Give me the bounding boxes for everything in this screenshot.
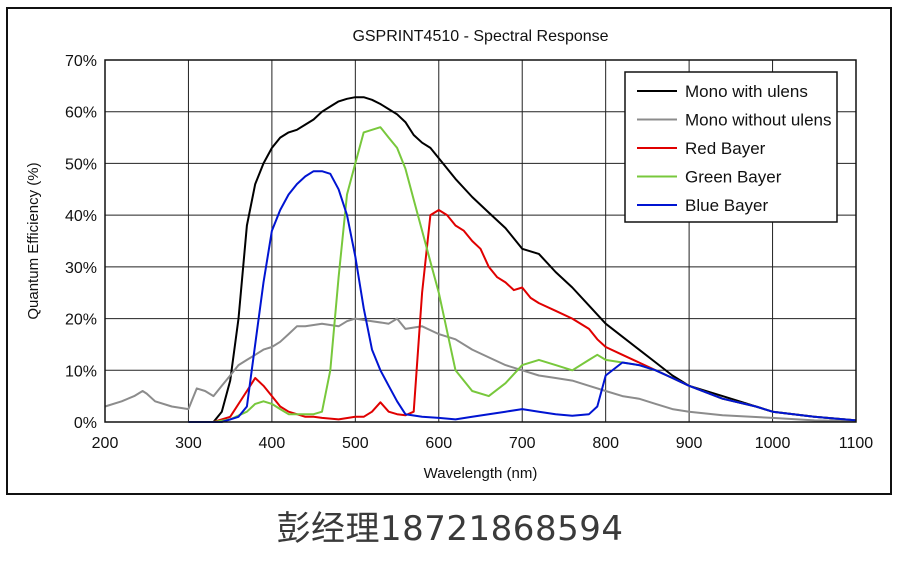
- x-tick-label: 300: [175, 435, 202, 452]
- legend-label-green-bayer: Green Bayer: [685, 168, 782, 187]
- y-tick-label: 60%: [65, 105, 97, 122]
- series-line-blue-bayer: [188, 170, 857, 423]
- series-line-red-bayer: [213, 209, 857, 423]
- y-tick-label: 10%: [65, 363, 97, 380]
- legend-label-mono-without-ulens: Mono without ulens: [685, 111, 831, 130]
- spectral-response-chart: 200 300 400 500 600 700 800 900 1000 1100 0% 10% 20%…: [25, 28, 873, 482]
- x-tick-label: 900: [676, 435, 703, 452]
- series-line-mono-without-ulens: [104, 317, 857, 422]
- legend-label-blue-bayer: Blue Bayer: [685, 196, 768, 215]
- legend-label-mono-with-ulens: Mono with ulens: [685, 82, 808, 101]
- plot-area-border: [104, 59, 857, 423]
- x-tick-label: 200: [92, 435, 119, 452]
- y-tick-label: 40%: [65, 208, 97, 225]
- series-line-mono-with-ulens: [212, 96, 857, 423]
- contact-watermark: 彭经理18721868594: [276, 509, 624, 549]
- y-tick-label: 30%: [65, 260, 97, 277]
- y-tick-label: 70%: [65, 53, 97, 70]
- x-tick-label: 600: [425, 435, 452, 452]
- x-tick-label: 1000: [755, 435, 791, 452]
- x-tick-label: 500: [342, 435, 369, 452]
- x-tick-label: 700: [509, 435, 536, 452]
- y-axis-title: Quantum Efficiency (%): [25, 162, 42, 319]
- legend-label-red-bayer: Red Bayer: [685, 139, 766, 158]
- x-tick-label: 400: [259, 435, 286, 452]
- legend: Mono with ulens Mono without ulens Red Bay…: [624, 71, 838, 223]
- x-tick-label: 800: [592, 435, 619, 452]
- chart-title: GSPRINT4510 - Spectral Response: [352, 28, 608, 45]
- y-tick-label: 50%: [65, 156, 97, 173]
- y-tick-label: 20%: [65, 312, 97, 329]
- chart-frame: 200 300 400 500 600 700 800 900 1000 1100 0% 10% 20%…: [6, 7, 892, 495]
- x-axis-title: Wavelength (nm): [424, 465, 538, 482]
- series-lines: [104, 96, 857, 423]
- x-tick-label: 1100: [839, 435, 874, 452]
- y-tick-label: 0%: [74, 415, 97, 432]
- tick-labels: 200 300 400 500 600 700 800 900 1000 1100 0% 10% 20%…: [65, 53, 873, 452]
